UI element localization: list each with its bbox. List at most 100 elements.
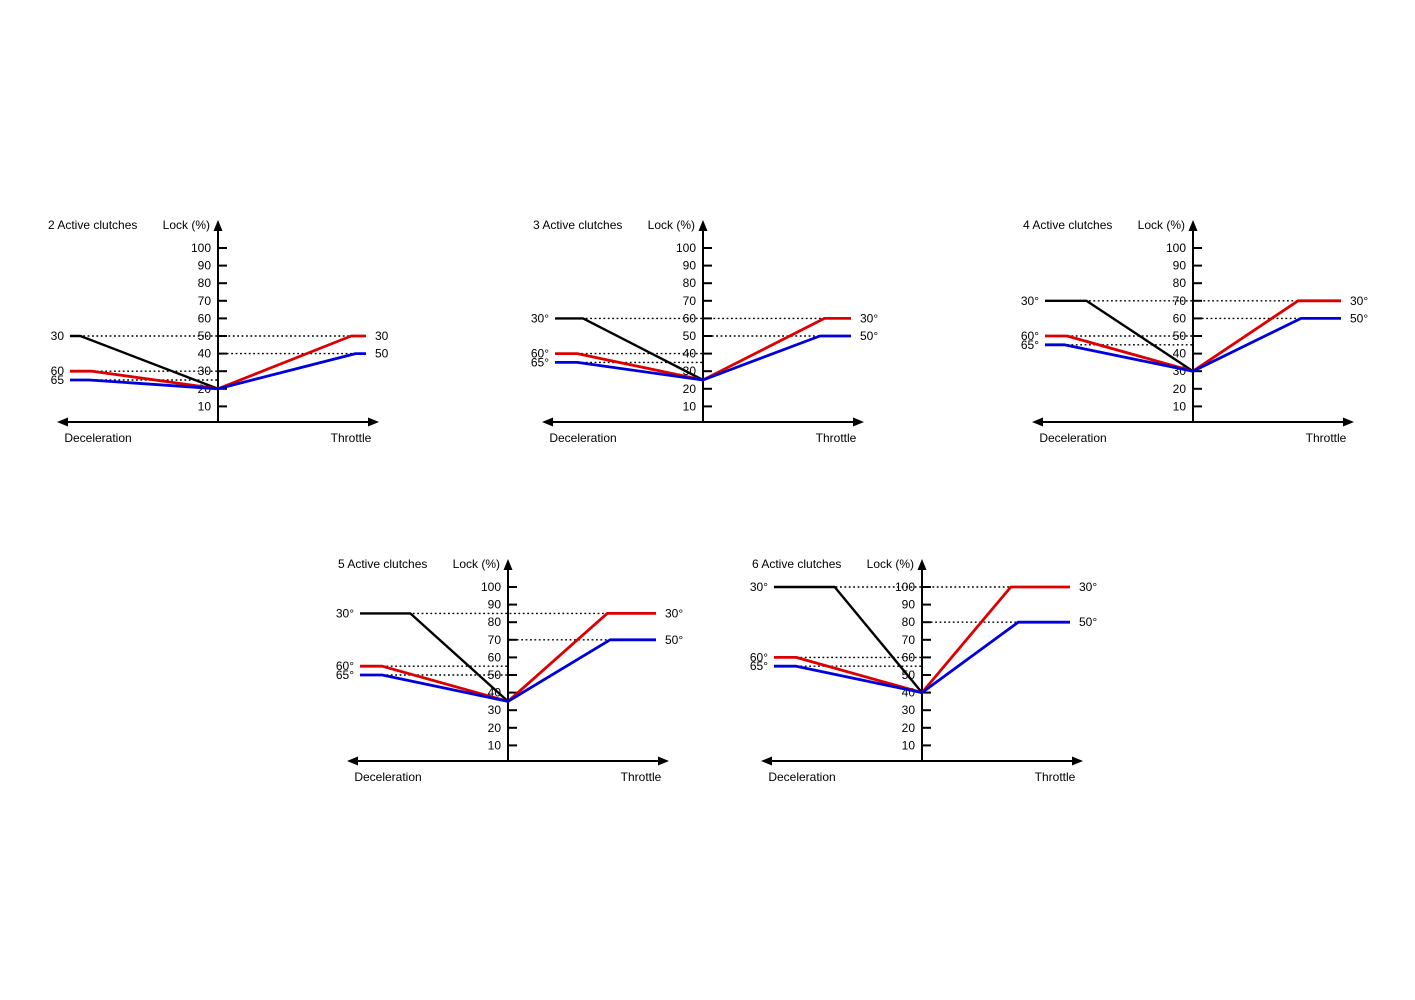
x-axis-left-arrowhead — [347, 756, 358, 766]
steering-65deg-line — [774, 620, 1070, 695]
y-tick-label: 60 — [488, 650, 502, 664]
chart-title: 5 Active clutches — [338, 557, 428, 571]
series-right-label: 30° — [1079, 580, 1097, 594]
y-tick-label: 60 — [683, 311, 697, 325]
y-tick-label: 90 — [198, 259, 212, 273]
y-axis-arrowhead — [1188, 220, 1198, 231]
chart-3-active-clutches: 3 Active clutches Lock (%) 100 90 80 70 60 50… — [523, 215, 893, 455]
series-left-label: 60° — [1021, 329, 1039, 343]
y-tick-label: 40 — [683, 347, 697, 361]
series-right-label: 30° — [1350, 294, 1368, 308]
series-right-label: 50° — [665, 633, 683, 647]
y-axis-label: Lock (%) — [162, 218, 210, 232]
chart-title: 2 Active clutches — [48, 218, 138, 232]
steering-65deg-line — [360, 638, 656, 703]
y-tick-label: 80 — [683, 276, 697, 290]
y-tick-label: 20 — [683, 382, 697, 396]
y-tick-label: 80 — [198, 276, 212, 290]
series-left-label: 60° — [750, 650, 768, 664]
x-axis-right-arrowhead — [368, 417, 379, 427]
y-tick-label: 70 — [198, 294, 212, 308]
x-axis-left-arrowhead — [57, 417, 68, 427]
y-tick-label: 80 — [488, 615, 502, 629]
x-axis-right-arrowhead — [1343, 417, 1354, 427]
y-tick-label: 60 — [1173, 311, 1187, 325]
y-tick-label: 90 — [902, 598, 916, 612]
series-left-label: 30° — [336, 606, 354, 620]
y-axis-arrowhead — [917, 559, 927, 570]
series-left-label: 30° — [750, 580, 768, 594]
x-axis-left-arrowhead — [542, 417, 553, 427]
y-tick-label: 40 — [1173, 347, 1187, 361]
series-left-label: 60° — [531, 347, 549, 361]
chart-title: 6 Active clutches — [752, 557, 842, 571]
x-axis-left-arrowhead — [1032, 417, 1043, 427]
y-tick-label: 10 — [488, 738, 502, 752]
series-left-label: 60 — [51, 364, 65, 378]
chart-6-active-clutches: 6 Active clutches Lock (%) 100 90 80 70 60 50… — [742, 554, 1112, 794]
x-axis-throttle-label: Throttle — [1305, 431, 1347, 445]
x-axis-deceleration-label: Deceleration — [354, 770, 422, 784]
y-tick-label: 80 — [1173, 276, 1187, 290]
y-tick-label: 100 — [191, 241, 211, 255]
x-axis-right-arrowhead — [1072, 756, 1083, 766]
steering-30deg-line — [555, 317, 704, 382]
y-tick-label: 70 — [488, 633, 502, 647]
series-left-label: 65° — [336, 668, 354, 682]
x-axis-right-arrowhead — [853, 417, 864, 427]
y-axis-arrowhead — [503, 559, 513, 570]
y-tick-label: 50 — [488, 668, 502, 682]
y-tick-label: 60 — [198, 311, 212, 325]
series-right-label: 30 — [375, 329, 389, 343]
y-tick-label: 60 — [902, 650, 916, 664]
y-axis-label: Lock (%) — [866, 557, 914, 571]
series-right-label: 50° — [860, 329, 878, 343]
y-tick-label: 90 — [488, 598, 502, 612]
y-tick-label: 20 — [488, 721, 502, 735]
steering-30deg-line — [70, 334, 219, 390]
y-tick-label: 40 — [198, 347, 212, 361]
x-axis-throttle-label: Throttle — [1034, 770, 1076, 784]
y-axis-arrowhead — [213, 220, 223, 231]
series-left-label: 30° — [1021, 294, 1039, 308]
steering-30deg-line — [360, 612, 509, 703]
y-tick-label: 100 — [895, 580, 915, 594]
x-axis-deceleration-label: Deceleration — [549, 431, 617, 445]
y-tick-label: 50 — [198, 329, 212, 343]
series-left-label: 30° — [531, 311, 549, 325]
y-axis-label: Lock (%) — [647, 218, 695, 232]
series-left-label: 65° — [750, 659, 768, 673]
x-axis-throttle-label: Throttle — [620, 770, 662, 784]
steering-30deg-line — [774, 585, 923, 694]
y-tick-label: 90 — [1173, 259, 1187, 273]
y-tick-label: 100 — [676, 241, 696, 255]
series-left-label: 60° — [336, 659, 354, 673]
y-axis-label: Lock (%) — [1137, 218, 1185, 232]
series-right-label: 30° — [860, 311, 878, 325]
x-axis-deceleration-label: Deceleration — [768, 770, 836, 784]
x-axis-deceleration-label: Deceleration — [64, 431, 132, 445]
steering-65deg-line — [70, 352, 366, 391]
y-tick-label: 70 — [1173, 294, 1187, 308]
y-tick-label: 10 — [1173, 399, 1187, 413]
x-axis-deceleration-label: Deceleration — [1039, 431, 1107, 445]
chart-2-active-clutches: 2 Active clutches Lock (%) 100 90 80 70 60 50… — [38, 215, 408, 455]
y-tick-label: 10 — [683, 399, 697, 413]
y-tick-label: 50 — [683, 329, 697, 343]
y-tick-label: 90 — [683, 259, 697, 273]
y-tick-label: 50 — [1173, 329, 1187, 343]
y-tick-label: 100 — [1166, 241, 1186, 255]
steering-65deg-line — [1045, 317, 1341, 373]
steering-30deg-line — [1045, 299, 1194, 373]
y-tick-label: 30 — [902, 703, 916, 717]
y-tick-label: 30 — [198, 364, 212, 378]
x-axis-throttle-label: Throttle — [330, 431, 372, 445]
y-tick-label: 70 — [902, 633, 916, 647]
series-left-label: 65 — [51, 373, 65, 387]
series-right-label: 50° — [1350, 311, 1368, 325]
series-left-label: 65° — [1021, 338, 1039, 352]
